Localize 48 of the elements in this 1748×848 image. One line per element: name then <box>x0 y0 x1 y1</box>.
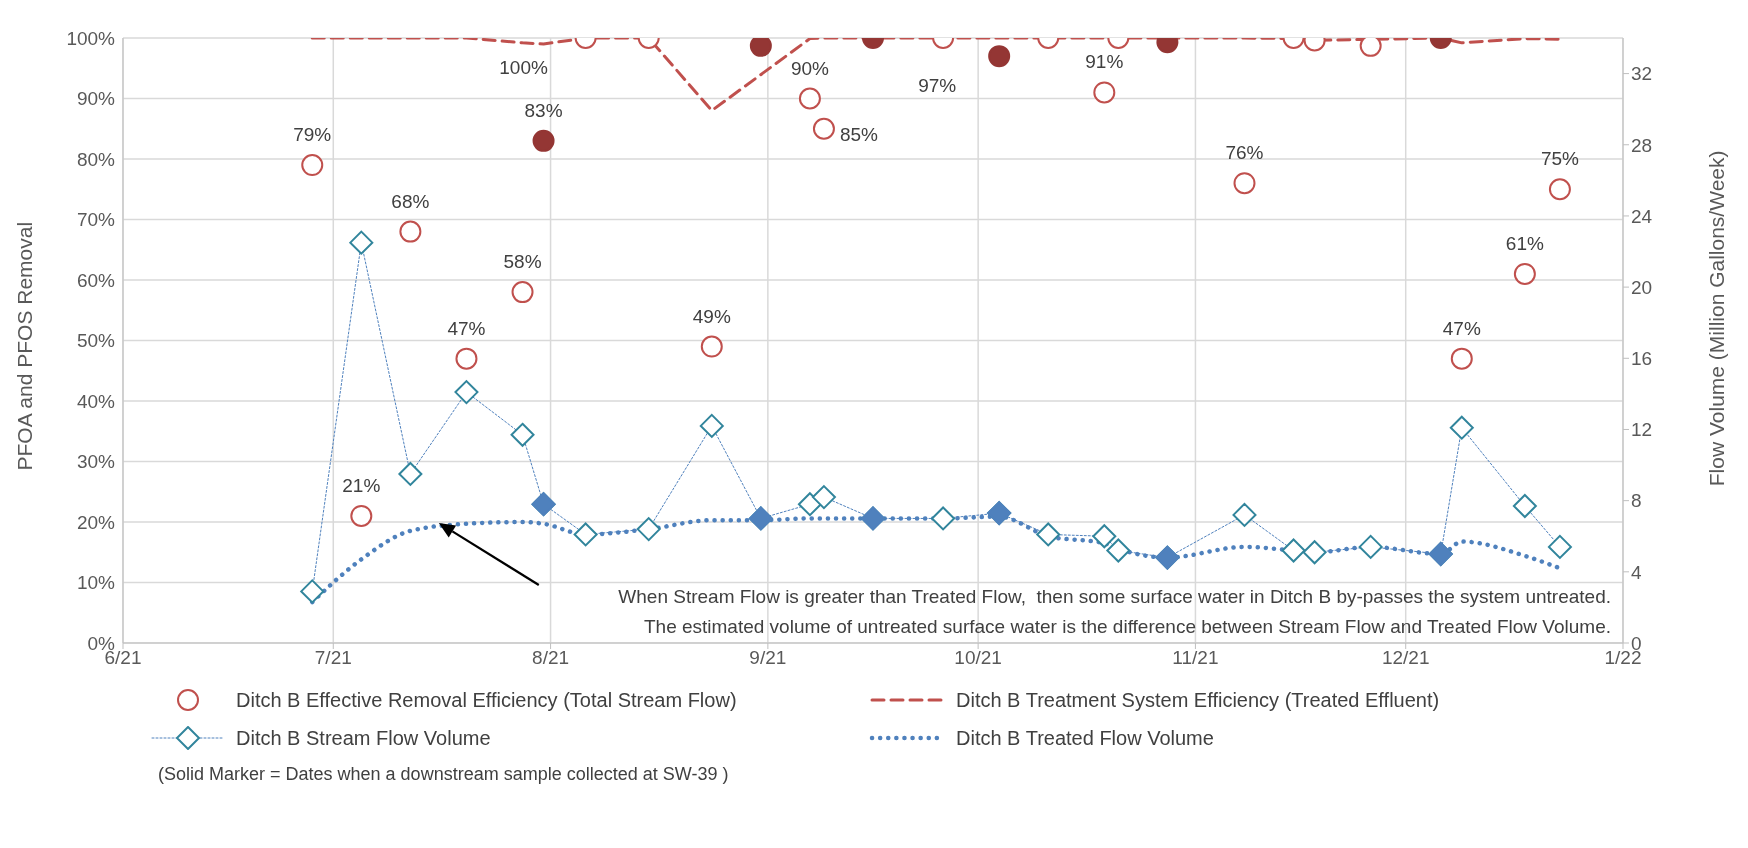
x-tick-label: 10/21 <box>954 647 1002 669</box>
data-label: 21% <box>342 474 381 496</box>
data-label: 49% <box>692 305 731 327</box>
y2-tick-label: 8 <box>1631 490 1642 512</box>
data-label: 76% <box>1225 142 1264 164</box>
data-label: 97% <box>918 75 957 97</box>
data-label: 83% <box>524 99 563 121</box>
data-label: 90% <box>790 57 830 79</box>
x-tick-label: 8/21 <box>532 647 570 669</box>
y-tick-label: 100% <box>66 27 116 49</box>
legend-label: Ditch B Treatment System Efficiency (Treated Effluent) <box>956 688 1440 712</box>
data-label: 58% <box>503 251 542 273</box>
y-tick-label: 30% <box>76 451 116 473</box>
y2-tick-label: 4 <box>1631 561 1642 583</box>
y-tick-label: 40% <box>76 390 116 412</box>
data-label: 79% <box>293 124 332 146</box>
text: (Solid Marker = Dates when a downstream sample collected at SW-39 ) <box>158 764 730 785</box>
y2-tick-label: 16 <box>1631 348 1653 370</box>
y2-axis-title: Flow Volume (Million Gallons/Week) <box>1705 150 1729 487</box>
annotation: When Stream Flow is greater than Treated Flow, then some surface water in Ditch B by-passes the system untreated. The estimated volume of untreated surface water is the difference between Stream Flow and Treated Flow Volume. <box>618 586 1611 637</box>
data-label: 100% <box>499 57 549 78</box>
data-label: 61% <box>1505 232 1544 254</box>
data-label: 68% <box>391 190 430 212</box>
y-tick-label: 80% <box>76 148 116 170</box>
legend-label: Ditch B Effective Removal Efficiency (Total Stream Flow) <box>236 688 737 712</box>
x-tick-label: 12/21 <box>1381 647 1430 669</box>
data-label: 47% <box>447 317 486 339</box>
data-label: 91% <box>1085 51 1124 73</box>
legend-label: Ditch B Treated Flow Volume <box>956 726 1214 750</box>
y2-tick-label: 20 <box>1631 276 1653 298</box>
legend-label: Ditch B Stream Flow Volume <box>236 726 491 750</box>
x-tick-label: 11/21 <box>1172 647 1219 669</box>
y-tick-label: 70% <box>76 209 116 231</box>
data-label: 47% <box>1442 317 1481 339</box>
y-tick-label: 50% <box>76 330 116 352</box>
y-axis-title: PFOA and PFOS Removal <box>13 221 37 471</box>
y2-tick-label: 28 <box>1631 134 1653 156</box>
data-label: 85% <box>839 123 879 145</box>
y-tick-label: 20% <box>76 511 116 533</box>
y-tick-label: 10% <box>76 572 116 594</box>
x-tick-label: 7/21 <box>314 647 352 669</box>
y2-tick-label: 32 <box>1631 63 1653 85</box>
y-tick-label: 90% <box>76 88 116 110</box>
y2-tick-label: 24 <box>1631 205 1653 227</box>
y2-tick-label: 12 <box>1631 419 1653 441</box>
y-tick-label: 60% <box>76 269 116 291</box>
x-tick-label: 9/21 <box>749 647 787 669</box>
data-label: 75% <box>1540 148 1580 170</box>
